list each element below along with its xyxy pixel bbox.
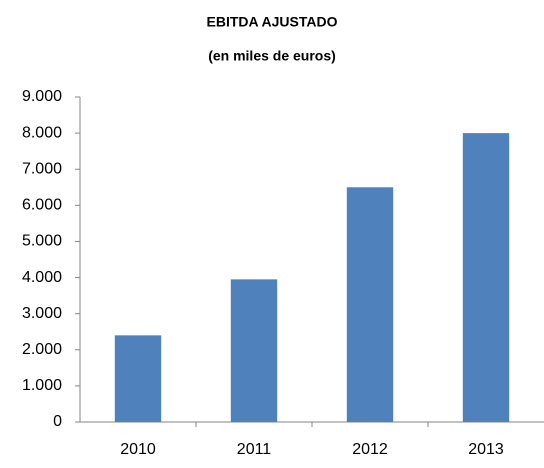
y-tick-label: 1.000 xyxy=(22,377,62,394)
x-tick-label: 2011 xyxy=(237,441,272,458)
y-tick-label: 2.000 xyxy=(22,341,62,358)
x-tick-label: 2013 xyxy=(468,441,504,458)
y-tick-label: 0 xyxy=(53,413,62,430)
x-tick-label: 2012 xyxy=(352,441,388,458)
y-tick-label: 6.000 xyxy=(22,197,62,214)
x-tick-label: 2010 xyxy=(120,441,156,458)
bar xyxy=(114,335,162,422)
bar xyxy=(462,133,510,422)
y-tick-label: 4.000 xyxy=(22,269,62,286)
y-tick-label: 8.000 xyxy=(22,124,62,141)
chart-subtitle: (en miles de euros) xyxy=(208,48,336,64)
chart-title: EBITDA AJUSTADO xyxy=(207,14,338,30)
y-tick-label: 5.000 xyxy=(22,233,62,250)
bar xyxy=(230,279,278,422)
y-tick-label: 7.000 xyxy=(22,160,62,177)
bar xyxy=(346,187,394,422)
y-tick-label: 9.000 xyxy=(22,88,62,105)
y-tick-label: 3.000 xyxy=(22,305,62,322)
